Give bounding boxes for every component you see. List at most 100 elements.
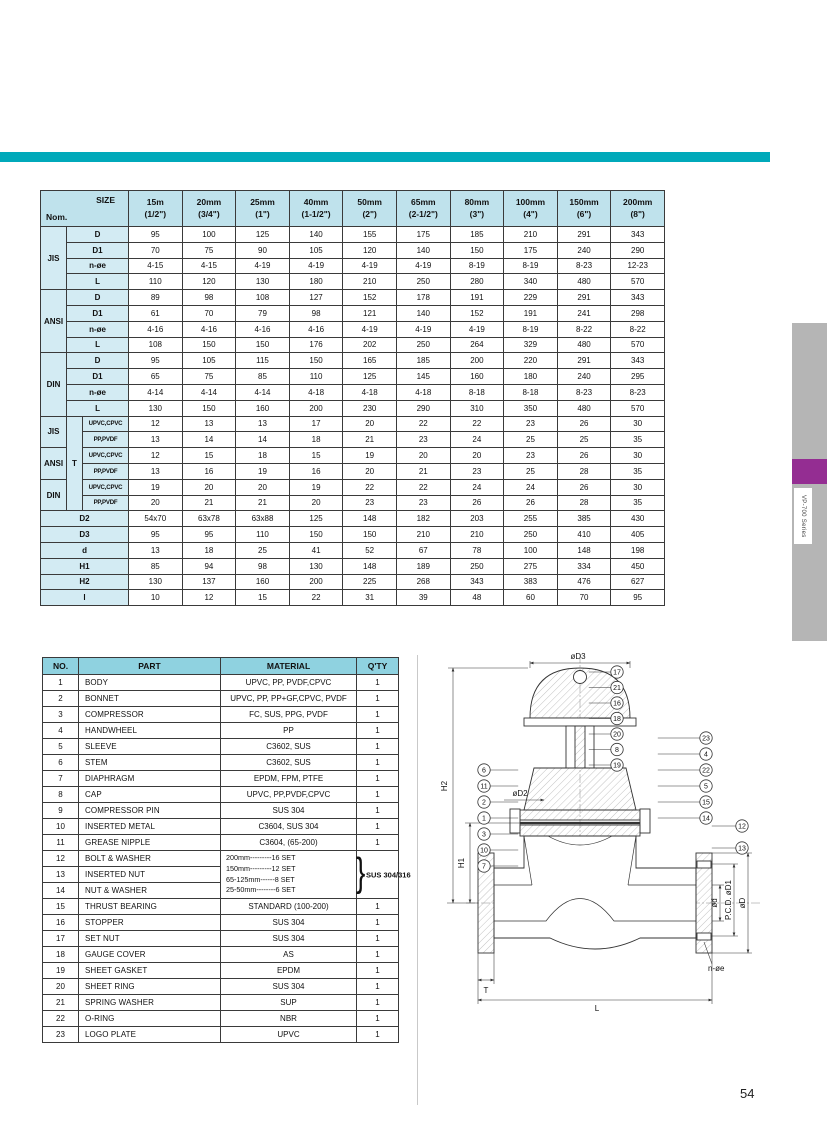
cell: 19 — [342, 447, 397, 464]
cell: 26 — [503, 494, 558, 512]
cell: 35 — [610, 431, 665, 449]
column-header: Q'TY — [356, 657, 399, 675]
dim-label-dd: ød — [710, 898, 719, 907]
cell: 148 — [342, 510, 397, 528]
row-label: n-øe — [65, 320, 130, 338]
cell: 4-19 — [395, 320, 451, 338]
cell: 48 — [449, 589, 505, 607]
callout-number: 16 — [613, 701, 621, 708]
cell: 343 — [449, 573, 505, 591]
part-number: 10 — [42, 818, 79, 835]
row-label: PP,PVDF — [81, 462, 130, 480]
cell: 35 — [610, 462, 665, 480]
cell: 23 — [503, 447, 558, 464]
cell: 210 — [449, 526, 505, 543]
cell: 100 — [181, 226, 237, 243]
material: UPVC, PP,PVDF,CPVC — [220, 786, 357, 803]
row-label: D — [65, 226, 130, 243]
dim-label-pcd: P.C.D. øD1 — [724, 880, 733, 920]
qty: 1 — [356, 786, 399, 803]
cell: 291 — [556, 226, 612, 243]
cell: 23 — [503, 415, 558, 433]
series-tab-label: VP-700 Series — [800, 494, 806, 538]
qty: 1 — [356, 674, 399, 691]
parts-table: NO. PART MATERIAL Q'TY 1 BODY UPVC, PP, PVDF,… — [42, 657, 411, 1043]
cell: 125 — [342, 368, 397, 385]
callout-19 — [610, 758, 624, 772]
table-row: n-øe 4-16 4-16 4-16 4-16 4-19 4-19 4-19 8-19 8-22… — [41, 320, 665, 338]
callout-14 — [699, 811, 713, 825]
part-name: SHEET RING — [78, 978, 221, 995]
part-number: 3 — [42, 706, 79, 723]
qty: 1 — [356, 834, 399, 851]
body-top-flange — [519, 824, 641, 837]
cell: 250 — [503, 526, 558, 543]
table-row: ANSI UPVC,CPVC 12 15 18 15 19 20 20 23 26 30 — [40, 447, 665, 480]
cell: 4-14 — [235, 383, 290, 401]
part-name: GREASE NIPPLE — [78, 834, 221, 851]
part-number: 21 — [42, 994, 79, 1011]
size-column-header: 20mm (3/4") — [181, 190, 237, 227]
cell: 63x78 — [181, 510, 237, 528]
cell: 8-19 — [503, 257, 558, 275]
cell: 343 — [610, 226, 665, 243]
cell: 23 — [449, 462, 505, 480]
material: SUS 304 — [220, 914, 357, 931]
cell: 24 — [449, 478, 505, 496]
cell: 30 — [610, 415, 665, 433]
cell: 121 — [342, 304, 397, 322]
page-number: 54 — [740, 1086, 755, 1101]
part-number: 6 — [42, 754, 79, 771]
material: UPVC — [220, 1026, 357, 1043]
table-row: 9 COMPRESSOR PIN SUS 304 1 — [42, 802, 399, 819]
cell: 98 — [181, 289, 237, 306]
row-label: D1 — [65, 241, 130, 259]
qty: 1 — [356, 946, 399, 963]
column-header: PART — [78, 657, 221, 675]
cell: 60 — [503, 589, 558, 607]
callout-number: 4 — [704, 752, 708, 759]
row-label: T — [66, 415, 83, 512]
cell: 150 — [235, 336, 290, 354]
row-label: H1 — [39, 557, 130, 575]
callout-11 — [477, 779, 491, 793]
cell: 182 — [395, 510, 451, 528]
cell: 67 — [395, 541, 451, 559]
cell: 15 — [288, 447, 344, 464]
cell: 210 — [395, 526, 451, 543]
cell: 130 — [288, 557, 344, 575]
cell: 150 — [181, 336, 237, 354]
cell: 4-19 — [235, 257, 290, 275]
table-row: PP,PVDF 13 14 14 18 21 23 24 25 25 35 — [41, 431, 665, 449]
cell: 137 — [181, 573, 237, 591]
table-row: D2 54x70 63x78 63x88 125 148 182 203 255 385 430 — [39, 510, 665, 528]
callout-number: 23 — [702, 736, 710, 743]
cell: 85 — [128, 557, 183, 575]
part-name: SHEET GASKET — [78, 962, 221, 979]
row-label: PP,PVDF — [81, 494, 130, 512]
row-label: L — [65, 273, 130, 291]
callout-4 — [699, 747, 713, 761]
table-row: 8 CAP UPVC, PP,PVDF,CPVC 1 — [42, 786, 399, 803]
cell: 343 — [610, 289, 665, 306]
cell: 4-19 — [342, 257, 397, 275]
cell: 140 — [395, 241, 451, 259]
cell: 108 — [235, 289, 290, 306]
cell: 20 — [342, 462, 397, 480]
cell: 8-23 — [556, 257, 612, 275]
table-row: 6 STEM C3602, SUS 1 — [42, 754, 399, 771]
table-row: 19 SHEET GASKET EPDM 1 — [42, 962, 399, 979]
callout-16 — [610, 696, 624, 710]
row-label: ANSI — [40, 289, 67, 354]
cell: 12 — [128, 447, 183, 464]
qty: 1 — [356, 818, 399, 835]
cell: 150 — [288, 352, 344, 370]
corner-cell: SIZE Nom. — [39, 190, 130, 227]
right-flange — [695, 852, 713, 954]
qty-label: SUS 304/316 — [366, 870, 411, 879]
row-label: PP,PVDF — [81, 431, 130, 449]
cell: 52 — [342, 541, 397, 559]
column-header: NO. — [42, 657, 79, 675]
cell: 152 — [449, 304, 505, 322]
material: SUP — [220, 994, 357, 1011]
